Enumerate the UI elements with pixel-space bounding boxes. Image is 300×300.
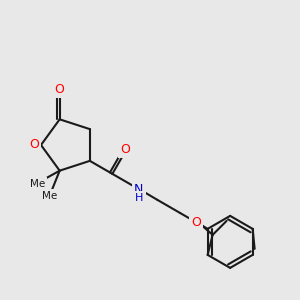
Text: O: O — [120, 143, 130, 156]
Text: O: O — [29, 139, 39, 152]
Text: Me: Me — [42, 191, 57, 201]
Text: O: O — [191, 216, 201, 230]
Text: N: N — [134, 183, 144, 196]
Text: O: O — [55, 83, 64, 96]
Text: Me: Me — [30, 179, 45, 189]
Text: H: H — [135, 193, 143, 203]
